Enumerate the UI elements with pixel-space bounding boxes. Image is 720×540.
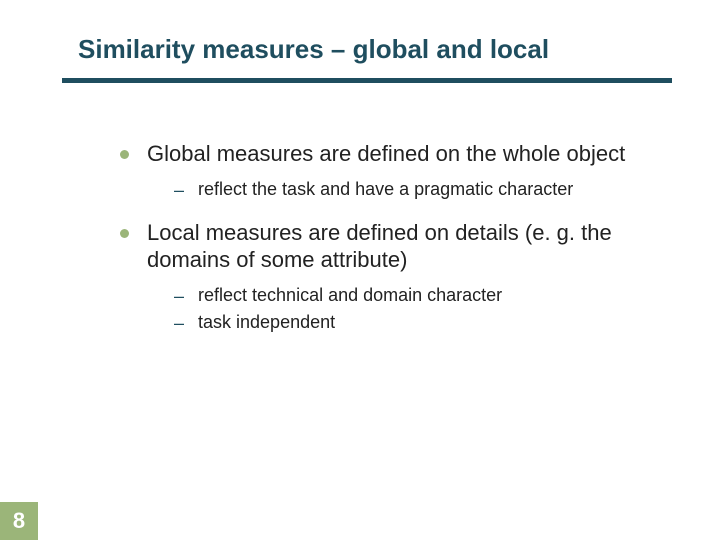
sub-bullet-row: – task independent: [174, 311, 680, 334]
bullet-l1: Local measures are defined on details (e…: [120, 219, 680, 335]
sub-bullet-text: task independent: [198, 311, 335, 334]
slide-content: Global measures are defined on the whole…: [120, 140, 680, 353]
disc-icon: [120, 229, 129, 238]
sub-bullet-text: reflect technical and domain character: [198, 284, 502, 307]
title-underline: [62, 78, 672, 83]
bullet-text: Local measures are defined on details (e…: [147, 219, 680, 274]
sub-bullet-row: – reflect the task and have a pragmatic …: [174, 178, 680, 201]
bullet-row: Local measures are defined on details (e…: [120, 219, 680, 274]
slide: Similarity measures – global and local G…: [0, 0, 720, 540]
sub-bullets: – reflect the task and have a pragmatic …: [174, 178, 680, 201]
sub-bullet-row: – reflect technical and domain character: [174, 284, 680, 307]
dash-icon: –: [174, 180, 184, 201]
sub-bullet-text: reflect the task and have a pragmatic ch…: [198, 178, 573, 201]
sub-bullets: – reflect technical and domain character…: [174, 284, 680, 335]
bullet-row: Global measures are defined on the whole…: [120, 140, 680, 168]
slide-title: Similarity measures – global and local: [78, 34, 549, 65]
bullet-l1: Global measures are defined on the whole…: [120, 140, 680, 201]
dash-icon: –: [174, 313, 184, 334]
bullet-text: Global measures are defined on the whole…: [147, 140, 625, 168]
dash-icon: –: [174, 286, 184, 307]
disc-icon: [120, 150, 129, 159]
page-number: 8: [0, 502, 38, 540]
